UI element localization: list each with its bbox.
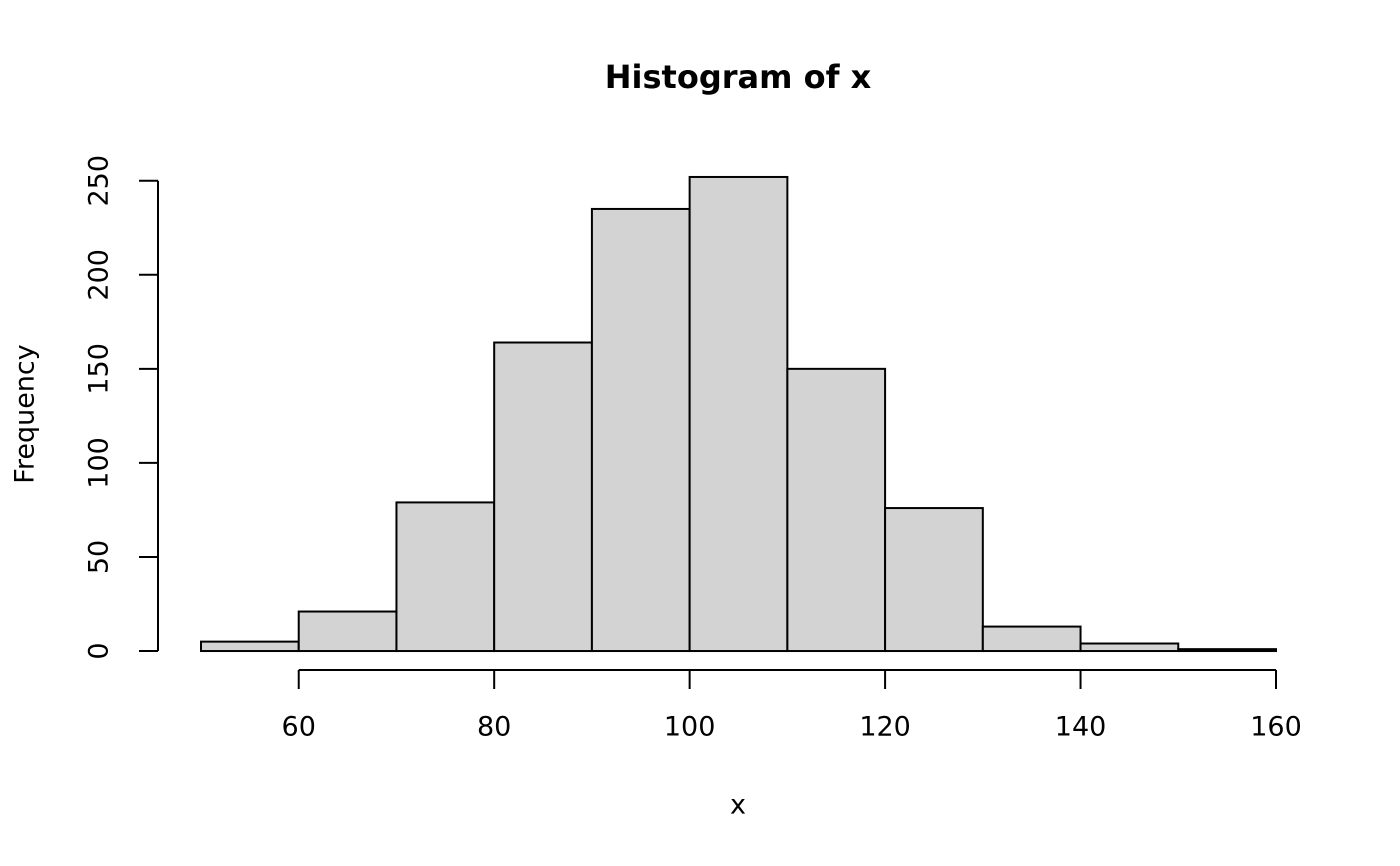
bar <box>688 175 789 653</box>
bar <box>981 625 1082 653</box>
x-tick-label: 160 <box>1250 712 1302 743</box>
x-tick-label: 120 <box>859 712 911 743</box>
y-tick-label: 200 <box>84 249 115 301</box>
y-axis-label: Frequency <box>10 344 41 484</box>
bar <box>200 640 300 653</box>
x-axis-label: x <box>730 790 746 821</box>
chart-title: Histogram of x <box>605 58 872 96</box>
bar <box>590 207 691 653</box>
bar <box>1177 648 1277 653</box>
bar <box>1079 642 1180 653</box>
bar <box>493 341 593 653</box>
y-tick-label: 250 <box>84 155 115 207</box>
x-tick-label: 80 <box>477 712 511 743</box>
bar <box>884 507 984 653</box>
x-tick-label: 100 <box>664 712 716 743</box>
bar <box>786 367 887 653</box>
y-tick-label: 0 <box>84 642 115 659</box>
x-tick-label: 60 <box>282 712 316 743</box>
bar <box>297 610 398 653</box>
y-tick-label: 100 <box>84 437 115 489</box>
x-tick-label: 140 <box>1055 712 1107 743</box>
y-tick-label: 50 <box>84 540 115 574</box>
bar <box>395 501 496 653</box>
y-tick-label: 150 <box>84 343 115 395</box>
